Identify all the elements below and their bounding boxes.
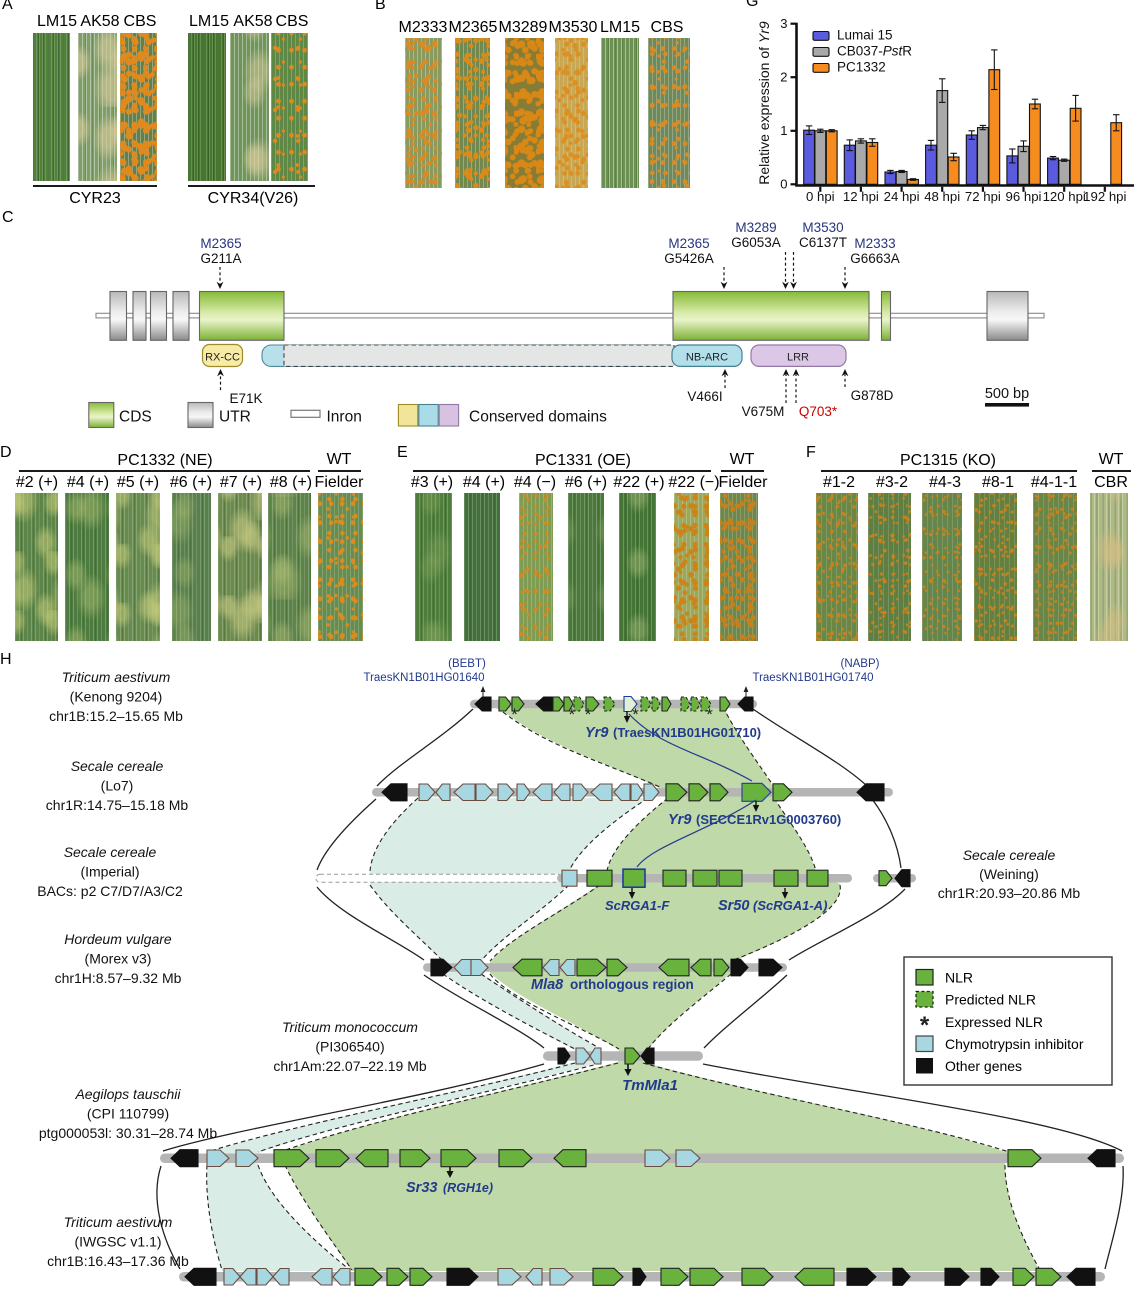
svg-text:CDS: CDS <box>119 409 152 426</box>
svg-text:120 hpi: 120 hpi <box>1043 189 1086 204</box>
svg-text:TmMla1: TmMla1 <box>622 1077 678 1094</box>
svg-text:Inron: Inron <box>327 409 362 426</box>
svg-text:Predicted NLR: Predicted NLR <box>945 992 1036 1008</box>
svg-text:M2333: M2333 <box>854 236 895 251</box>
svg-text:*: * <box>920 1012 930 1039</box>
svg-text:E71K: E71K <box>229 391 262 406</box>
svg-text:(Kenong 9204): (Kenong 9204) <box>70 689 163 705</box>
svg-text:24 hpi: 24 hpi <box>884 189 920 204</box>
svg-text:(NABP): (NABP) <box>841 658 880 670</box>
svg-text:12 hpi: 12 hpi <box>843 189 879 204</box>
svg-text:192 hpi: 192 hpi <box>1083 189 1126 204</box>
svg-text:2: 2 <box>780 70 787 85</box>
svg-text:C6137T: C6137T <box>799 235 847 250</box>
svg-text:72 hpi: 72 hpi <box>965 189 1001 204</box>
svg-text:(CPI 110799): (CPI 110799) <box>87 1106 169 1122</box>
svg-text:Yr9: Yr9 <box>585 725 608 741</box>
svg-text:(Morex v3): (Morex v3) <box>85 951 152 967</box>
svg-text:500 bp: 500 bp <box>985 386 1029 402</box>
svg-text:G5426A: G5426A <box>664 251 714 266</box>
svg-text:G211A: G211A <box>200 251 241 266</box>
svg-text:BACs: p2 C7/D7/A3/C2: BACs: p2 C7/D7/A3/C2 <box>37 883 183 899</box>
svg-text:Other genes: Other genes <box>945 1058 1022 1074</box>
svg-text:TraesKN1B01HG01740: TraesKN1B01HG01740 <box>752 672 873 684</box>
svg-text:G6053A: G6053A <box>731 235 781 250</box>
svg-text:(SECCE1Rv1G0003760): (SECCE1Rv1G0003760) <box>696 812 841 827</box>
svg-text:Mla8: Mla8 <box>531 977 564 993</box>
svg-text:PC1332: PC1332 <box>837 60 886 75</box>
svg-text:M3530: M3530 <box>802 220 843 235</box>
svg-text:V466I: V466I <box>687 389 722 404</box>
svg-text:TraesKN1B01HG01640: TraesKN1B01HG01640 <box>363 672 484 684</box>
svg-text:Triticum aestivum: Triticum aestivum <box>64 1214 173 1230</box>
svg-text:chr1R:14.75–15.18 Mb: chr1R:14.75–15.18 Mb <box>46 797 189 813</box>
svg-text:Secale cereale: Secale cereale <box>963 847 1056 863</box>
svg-text:Relative expression of Yr9: Relative expression of Yr9 <box>756 21 772 185</box>
svg-text:LRR: LRR <box>787 352 809 364</box>
svg-text:Conserved domains: Conserved domains <box>469 409 607 426</box>
svg-text:M2365: M2365 <box>668 236 709 251</box>
svg-text:Triticum monococcum: Triticum monococcum <box>282 1019 418 1035</box>
svg-text:Aegilops tauschii: Aegilops tauschii <box>74 1086 181 1102</box>
svg-text:ScRGA1-F: ScRGA1-F <box>605 898 670 913</box>
svg-text:orthologous region: orthologous region <box>570 977 694 992</box>
svg-text:Sr50: Sr50 <box>718 898 749 914</box>
svg-text:Triticum aestivum: Triticum aestivum <box>62 669 171 685</box>
svg-text:M2365: M2365 <box>200 236 241 251</box>
svg-text:*: * <box>632 705 639 724</box>
svg-text:0: 0 <box>780 177 787 192</box>
svg-text:Lumai 15: Lumai 15 <box>837 28 893 43</box>
svg-text:chr1B:16.43–17.36 Mb: chr1B:16.43–17.36 Mb <box>47 1253 189 1269</box>
svg-text:(Weining): (Weining) <box>979 866 1039 882</box>
svg-text:(ScRGA1-A): (ScRGA1-A) <box>753 898 827 913</box>
svg-text:(BEBT): (BEBT) <box>448 658 486 670</box>
svg-text:UTR: UTR <box>219 409 251 426</box>
svg-text:Sr33: Sr33 <box>406 1180 437 1196</box>
svg-text:*: * <box>511 705 518 724</box>
svg-text:Yr9: Yr9 <box>668 812 691 828</box>
svg-text:(TraesKN1B01HG01710): (TraesKN1B01HG01710) <box>613 725 761 740</box>
svg-text:CB037-PstR: CB037-PstR <box>837 44 912 59</box>
svg-text:ptg000053l: 30.31–28.74 Mb: ptg000053l: 30.31–28.74 Mb <box>39 1125 217 1141</box>
svg-text:48 hpi: 48 hpi <box>924 189 960 204</box>
svg-text:Q703*: Q703* <box>799 404 838 419</box>
svg-text:96 hpi: 96 hpi <box>1006 189 1042 204</box>
svg-text:V675M: V675M <box>742 404 785 419</box>
svg-text:*: * <box>568 705 575 724</box>
svg-text:G6663A: G6663A <box>850 251 900 266</box>
svg-text:Hordeum vulgare: Hordeum vulgare <box>64 931 172 947</box>
svg-text:Secale cereale: Secale cereale <box>64 844 157 860</box>
svg-text:*: * <box>585 705 592 724</box>
svg-text:*: * <box>706 705 713 724</box>
svg-text:(IWGSC v1.1): (IWGSC v1.1) <box>74 1234 161 1250</box>
svg-text:1: 1 <box>780 123 787 138</box>
svg-text:G878D: G878D <box>851 388 894 403</box>
svg-text:(Imperial): (Imperial) <box>80 864 139 880</box>
svg-text:(RGH1e): (RGH1e) <box>443 1181 493 1195</box>
svg-text:0 hpi: 0 hpi <box>806 189 835 204</box>
svg-text:chr1R:20.93–20.86 Mb: chr1R:20.93–20.86 Mb <box>938 885 1081 901</box>
svg-text:NLR: NLR <box>945 970 973 986</box>
svg-text:M3289: M3289 <box>735 220 776 235</box>
svg-text:Secale cereale: Secale cereale <box>71 758 164 774</box>
svg-text:RX-CC: RX-CC <box>205 352 240 364</box>
svg-text:Chymotrypsin inhibitor: Chymotrypsin inhibitor <box>945 1036 1084 1052</box>
svg-text:(Lo7): (Lo7) <box>101 778 134 794</box>
svg-text:chr1B:15.2–15.65 Mb: chr1B:15.2–15.65 Mb <box>49 708 183 724</box>
svg-text:chr1Am:22.07–22.19 Mb: chr1Am:22.07–22.19 Mb <box>273 1058 427 1074</box>
svg-text:NB-ARC: NB-ARC <box>686 352 728 364</box>
svg-text:Expressed NLR: Expressed NLR <box>945 1014 1043 1030</box>
svg-text:(PI306540): (PI306540) <box>315 1039 384 1055</box>
svg-text:3: 3 <box>780 16 787 31</box>
svg-text:chr1H:8.57–9.32 Mb: chr1H:8.57–9.32 Mb <box>55 970 182 986</box>
